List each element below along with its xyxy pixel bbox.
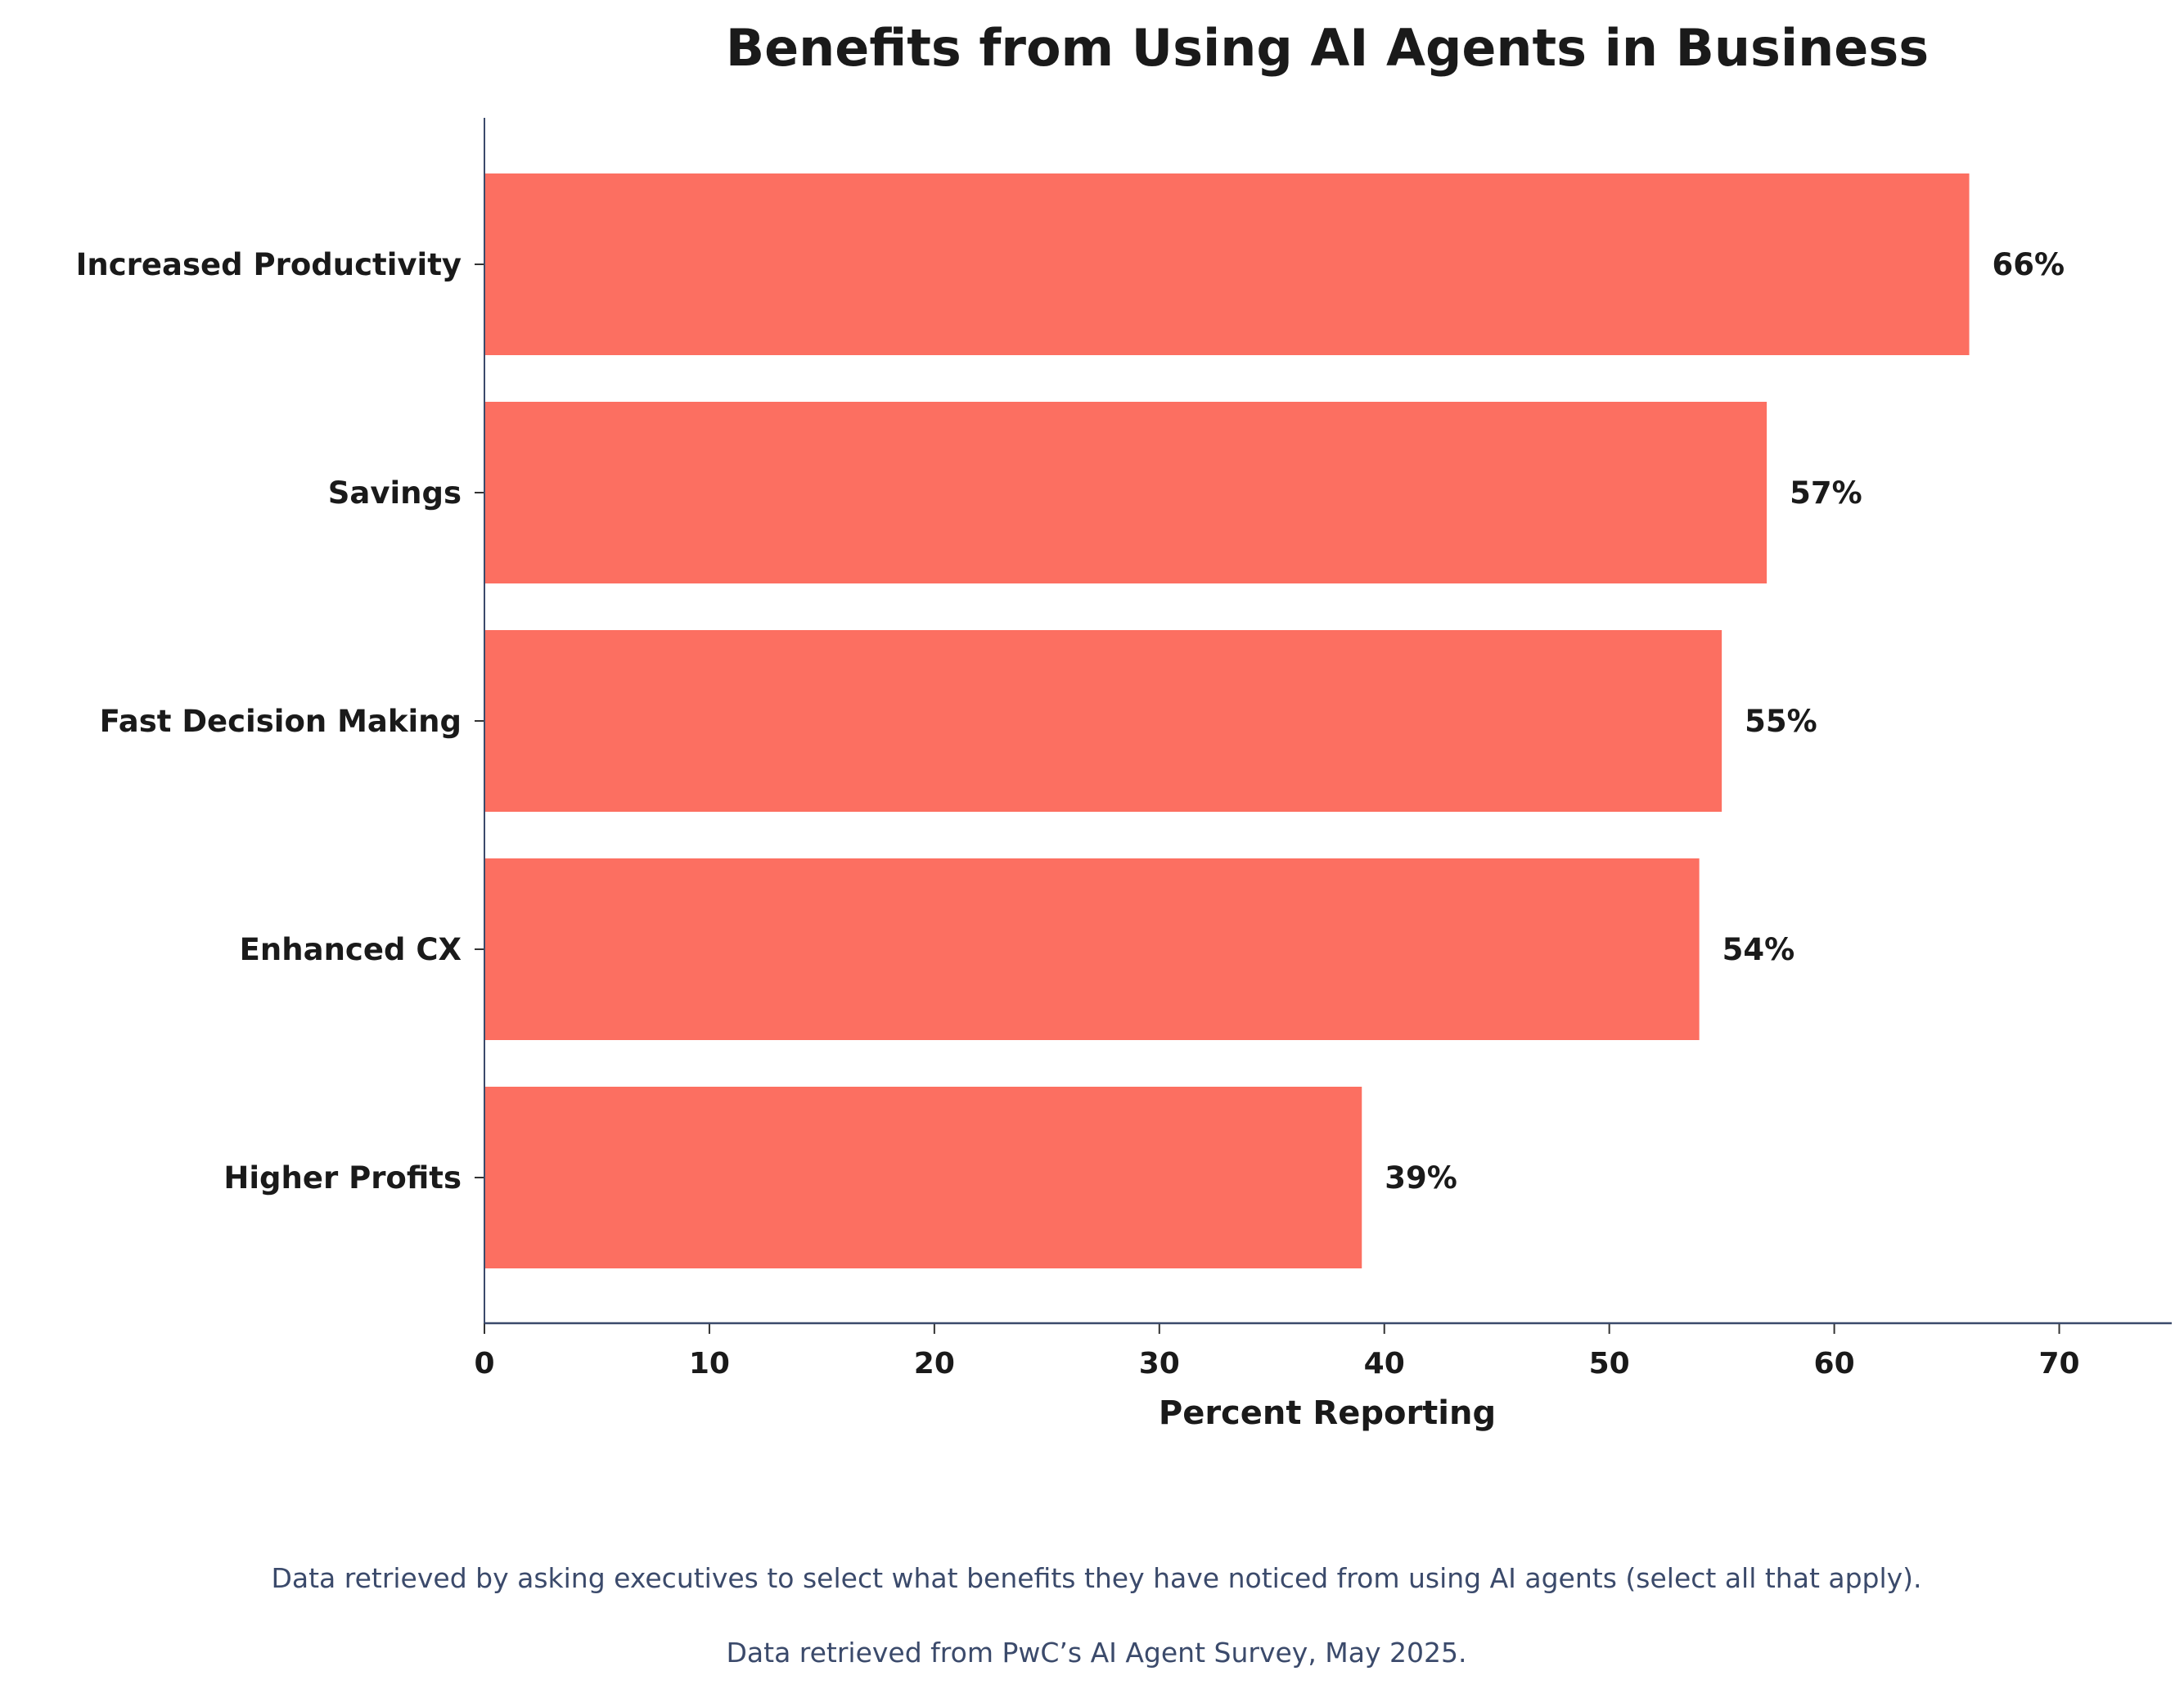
x-axis-label: Percent Reporting [1159,1394,1496,1432]
bar [484,1087,1362,1268]
bar [484,402,1767,583]
y-tick-label: Enhanced CX [240,932,462,967]
data-label: 55% [1745,704,1817,739]
chart-title: Benefits from Using AI Agents in Busines… [726,18,1929,78]
x-tick-label: 40 [1364,1347,1405,1380]
y-tick-label: Higher Profits [223,1160,462,1196]
footnote-1: Data retrieved by asking executives to s… [271,1562,1921,1594]
data-label: 54% [1722,932,1795,967]
y-tick-label: Savings [328,475,462,511]
x-tick-label: 50 [1589,1347,1630,1380]
bar [484,630,1722,812]
y-tick-label: Increased Productivity [76,247,462,282]
data-label: 39% [1385,1160,1457,1196]
x-tick-label: 70 [2038,1347,2079,1380]
bar [484,858,1700,1040]
data-label: 57% [1790,475,1862,511]
x-tick-label: 0 [474,1347,494,1380]
footnote-2: Data retrieved from PwC’s AI Agent Surve… [727,1637,1467,1669]
x-tick-label: 10 [689,1347,730,1380]
x-tick-label: 30 [1139,1347,1180,1380]
data-label: 66% [1993,247,2065,282]
y-tick-label: Fast Decision Making [100,704,462,739]
x-tick-label: 20 [914,1347,955,1380]
bar [484,173,1970,355]
x-tick-label: 60 [1814,1347,1855,1380]
